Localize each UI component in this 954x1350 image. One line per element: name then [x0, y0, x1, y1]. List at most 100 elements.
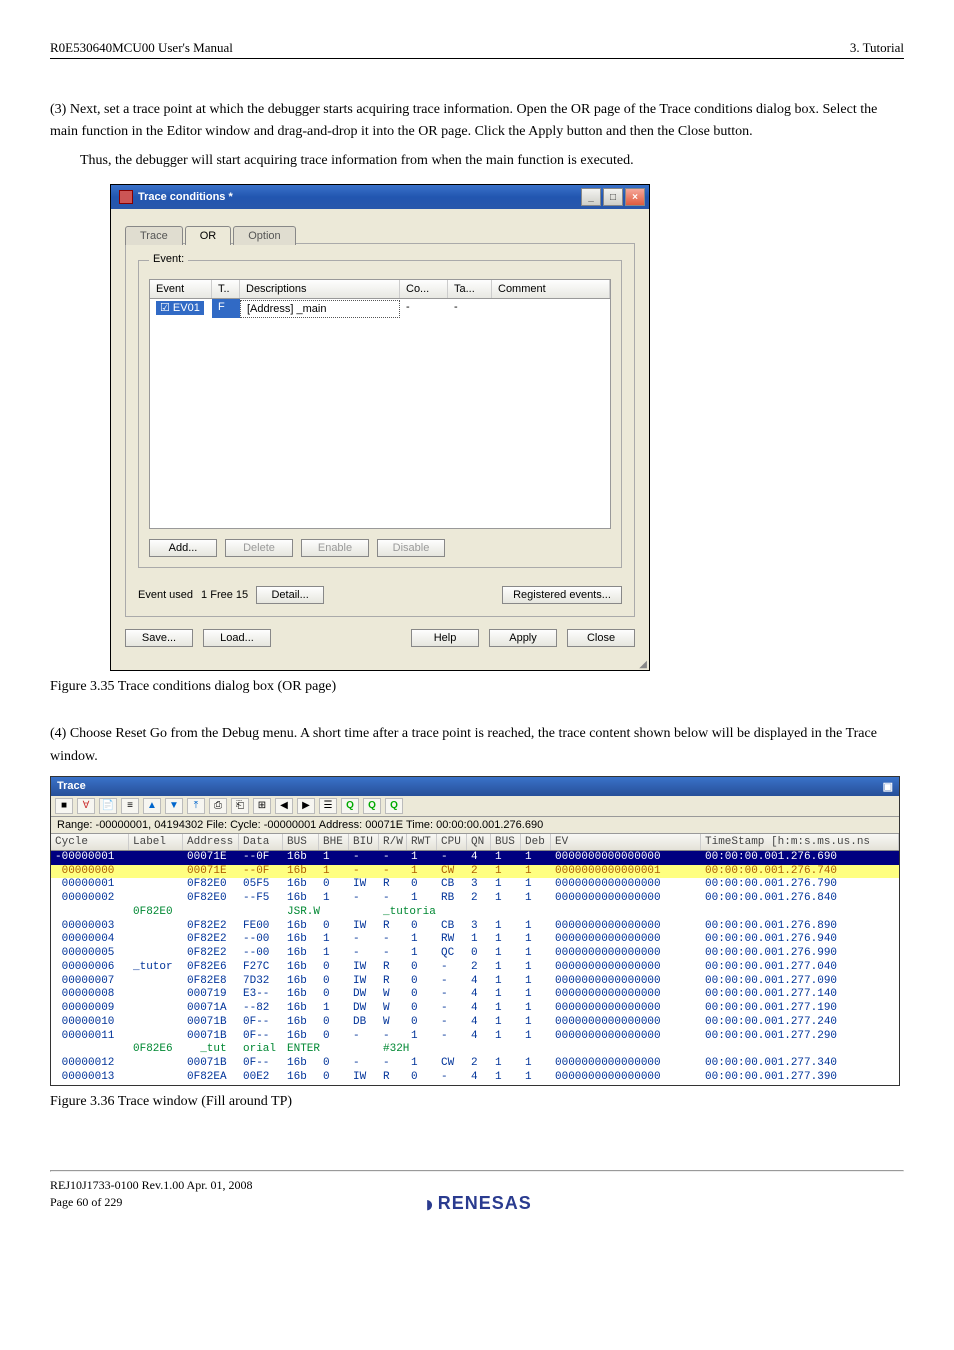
trace-header: Cycle Label Address Data BUS BHE BIU R/W… — [51, 834, 899, 851]
trace-row[interactable]: 00000006_tutor0F82E6F27C16b0IWR0-2110000… — [51, 961, 899, 975]
trace-collapse-icon[interactable]: ▣ — [883, 780, 893, 793]
hdr-rw[interactable]: R/W — [379, 834, 407, 850]
tab-trace[interactable]: Trace — [125, 226, 183, 245]
trace-row[interactable]: 000000130F82EA00E216b0IWR0-4110000000000… — [51, 1071, 899, 1085]
toolbar-icon[interactable]: ▼ — [165, 798, 183, 814]
maximize-button[interactable]: □ — [603, 188, 623, 206]
trace-row[interactable]: 0000001000071B0F--16b0DBW0-4110000000000… — [51, 1016, 899, 1030]
trace-row[interactable]: 000000020F82E0--F516b1--1RB2110000000000… — [51, 892, 899, 906]
hdr-bus2[interactable]: BUS — [491, 834, 521, 850]
toolbar-icon[interactable]: ▲ — [143, 798, 161, 814]
toolbar-icon[interactable]: ▶ — [297, 798, 315, 814]
hdr-data[interactable]: Data — [239, 834, 283, 850]
hdr-cpu[interactable]: CPU — [437, 834, 467, 850]
trace-row[interactable]: 000000010F82E005F516b0IWR0CB311000000000… — [51, 878, 899, 892]
trace-row[interactable]: 0F82E6 _tutorialENTER#32H — [51, 1043, 899, 1057]
toolbar-icon[interactable]: 📄 — [99, 798, 117, 814]
toolbar-icon[interactable]: ⎗ — [231, 798, 249, 814]
row-t: F — [212, 299, 240, 318]
toolbar-icon[interactable]: ⎙ — [209, 798, 227, 814]
trace-row[interactable]: 000000030F82E2FE0016b0IWR0CB311000000000… — [51, 920, 899, 934]
hdr-qn[interactable]: QN — [467, 834, 491, 850]
trace-row[interactable]: 0000001200071B0F--16b0--1CW2110000000000… — [51, 1057, 899, 1071]
detail-button[interactable]: Detail... — [256, 586, 324, 604]
toolbar-icon[interactable]: Q — [363, 798, 381, 814]
tabs: Trace OR Option — [125, 225, 635, 244]
hdr-label[interactable]: Label — [129, 834, 183, 850]
event-group: Event: Event T.. Descriptions Co... Ta..… — [138, 260, 622, 568]
row-event: EV01 — [173, 302, 200, 314]
save-button[interactable]: Save... — [125, 629, 193, 647]
doc-title: R0E530640MCU00 User's Manual — [50, 40, 850, 59]
col-t[interactable]: T.. — [212, 280, 240, 298]
hdr-deb[interactable]: Deb — [521, 834, 551, 850]
tab-option[interactable]: Option — [233, 226, 295, 245]
help-button[interactable]: Help — [411, 629, 479, 647]
toolbar-icon[interactable]: ∀ — [77, 798, 95, 814]
trace-row[interactable]: 0F82E0JSR.W_tutoria — [51, 906, 899, 920]
col-event[interactable]: Event — [150, 280, 212, 298]
trace-title: Trace — [57, 780, 86, 793]
trace-row[interactable]: 0000001100071B0F--16b0--1-41100000000000… — [51, 1030, 899, 1044]
close-button[interactable]: × — [625, 188, 645, 206]
hdr-biu[interactable]: BIU — [349, 834, 379, 850]
col-comment[interactable]: Comment — [492, 280, 610, 298]
delete-button[interactable]: Delete — [225, 539, 293, 557]
close-dialog-button[interactable]: Close — [567, 629, 635, 647]
disable-button[interactable]: Disable — [377, 539, 445, 557]
figure-caption-1: Figure 3.35 Trace conditions dialog box … — [50, 679, 904, 695]
para3-sub: Thus, the debugger will start acquiring … — [50, 150, 904, 172]
trace-row[interactable]: 000000040F82E2--0016b1--1RW1110000000000… — [51, 933, 899, 947]
app-icon — [119, 190, 133, 204]
col-co[interactable]: Co... — [400, 280, 448, 298]
hdr-bus[interactable]: BUS — [283, 834, 319, 850]
toolbar-icon[interactable]: Q — [385, 798, 403, 814]
event-group-label: Event: — [149, 253, 188, 265]
trace-row[interactable]: 000000050F82E2--0016b1--1QC0110000000000… — [51, 947, 899, 961]
renesas-logo: ◗RENESAS — [422, 1188, 532, 1216]
col-ta[interactable]: Ta... — [448, 280, 492, 298]
toolbar-icon[interactable]: ◀ — [275, 798, 293, 814]
trace-conditions-dialog: Trace conditions * _ □ × Trace OR Option… — [110, 184, 650, 671]
apply-button[interactable]: Apply — [489, 629, 557, 647]
window-title: Trace conditions * — [138, 191, 581, 203]
minimize-button[interactable]: _ — [581, 188, 601, 206]
trace-toolbar: ■ ∀ 📄 ≡ ▲ ▼ ⤒ ⎙ ⎗ ⊞ ◀ ▶ ☰ Q Q Q — [51, 796, 899, 817]
para3: (3) Next, set a trace point at which the… — [50, 99, 904, 144]
event-list[interactable]: ☑ EV01 F [Address] _main - - — [149, 299, 611, 529]
event-used-label: Event used — [138, 589, 193, 601]
hdr-ts[interactable]: TimeStamp [h:m:s.ms.us.ns — [701, 834, 899, 850]
trace-window: Trace ▣ ■ ∀ 📄 ≡ ▲ ▼ ⤒ ⎙ ⎗ ⊞ ◀ ▶ ☰ Q Q Q … — [50, 776, 900, 1086]
trace-row[interactable]: 00000008000719E3--16b0DWW0-4110000000000… — [51, 988, 899, 1002]
add-button[interactable]: Add... — [149, 539, 217, 557]
registered-events-button[interactable]: Registered events... — [502, 586, 622, 604]
toolbar-icon[interactable]: ≡ — [121, 798, 139, 814]
toolbar-icon[interactable]: ■ — [55, 798, 73, 814]
para4-num: (4) — [50, 723, 66, 745]
hdr-rwt[interactable]: RWT — [407, 834, 437, 850]
list-row[interactable]: ☑ EV01 F [Address] _main - - — [150, 299, 610, 318]
para4-body: Choose Reset Go from the Debug menu. A s… — [50, 726, 877, 763]
trace-row[interactable]: 0000000000071E--0F16b1--1CW2110000000000… — [51, 865, 899, 879]
enable-button[interactable]: Enable — [301, 539, 369, 557]
tab-or[interactable]: OR — [185, 226, 232, 245]
col-desc[interactable]: Descriptions — [240, 280, 400, 298]
hdr-cycle[interactable]: Cycle — [51, 834, 129, 850]
trace-body[interactable]: -0000000100071E--0F16b1--1-4110000000000… — [51, 851, 899, 1085]
trace-row[interactable]: 000000070F82E87D3216b0IWR0-4110000000000… — [51, 975, 899, 989]
resize-grip[interactable]: ◢ — [111, 659, 649, 670]
footer-line2: Page 60 of 229 — [50, 1195, 422, 1210]
toolbar-icon[interactable]: ⊞ — [253, 798, 271, 814]
toolbar-icon[interactable]: Q — [341, 798, 359, 814]
trace-row[interactable]: 0000000900071A--8216b1DWW0-4110000000000… — [51, 1002, 899, 1016]
row-desc: [Address] _main — [240, 300, 400, 318]
trace-row[interactable]: -0000000100071E--0F16b1--1-4110000000000… — [51, 851, 899, 865]
toolbar-icon[interactable]: ☰ — [319, 798, 337, 814]
load-button[interactable]: Load... — [203, 629, 271, 647]
hdr-ev[interactable]: EV — [551, 834, 701, 850]
para4: (4) Choose Reset Go from the Debug menu.… — [50, 723, 904, 768]
titlebar: Trace conditions * _ □ × — [111, 185, 649, 209]
hdr-addr[interactable]: Address — [183, 834, 239, 850]
hdr-bhe[interactable]: BHE — [319, 834, 349, 850]
toolbar-icon[interactable]: ⤒ — [187, 798, 205, 814]
